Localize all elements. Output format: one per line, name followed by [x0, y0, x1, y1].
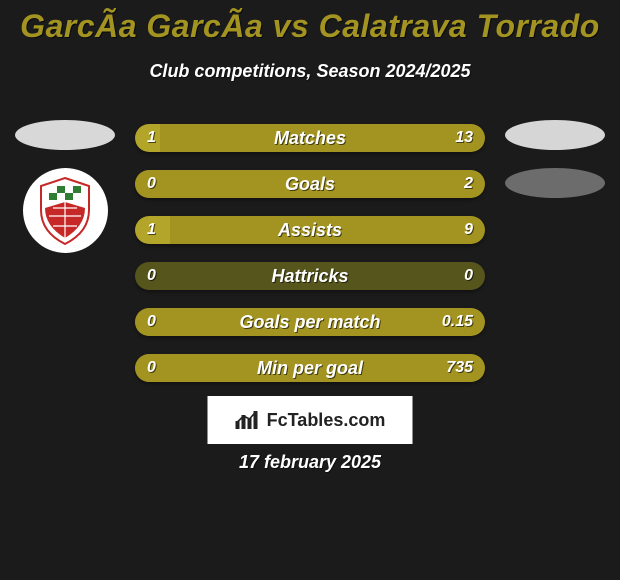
stat-bar: 02Goals: [135, 170, 485, 198]
shield-icon: [35, 176, 95, 246]
stat-bar: 113Matches: [135, 124, 485, 152]
stats-bars: 113Matches 02Goals 19Assists 00Hattricks 00.…: [135, 124, 485, 400]
right-club-avatar: [505, 168, 605, 198]
brand-badge: FcTables.com: [208, 396, 413, 444]
right-player-avatar: [505, 120, 605, 150]
date-text: 17 february 2025: [0, 452, 620, 473]
stat-bar: 00.15Goals per match: [135, 308, 485, 336]
comparison-card: GarcÃa GarcÃa vs Calatrava Torrado Club …: [0, 0, 620, 580]
bar-label: Min per goal: [135, 354, 485, 382]
bars-icon: [235, 409, 261, 431]
left-player-avatar: [15, 120, 115, 150]
bar-label: Hattricks: [135, 262, 485, 290]
page-subtitle: Club competitions, Season 2024/2025: [0, 61, 620, 82]
stat-bar: 00Hattricks: [135, 262, 485, 290]
stat-bar: 19Assists: [135, 216, 485, 244]
page-title: GarcÃa GarcÃa vs Calatrava Torrado: [0, 0, 620, 45]
left-player-column: [10, 120, 120, 253]
bar-label: Goals: [135, 170, 485, 198]
right-player-column: [500, 120, 610, 216]
bar-label: Matches: [135, 124, 485, 152]
bar-label: Goals per match: [135, 308, 485, 336]
bar-label: Assists: [135, 216, 485, 244]
stat-bar: 0735Min per goal: [135, 354, 485, 382]
brand-text: FcTables.com: [267, 410, 386, 431]
left-club-logo: [23, 168, 108, 253]
